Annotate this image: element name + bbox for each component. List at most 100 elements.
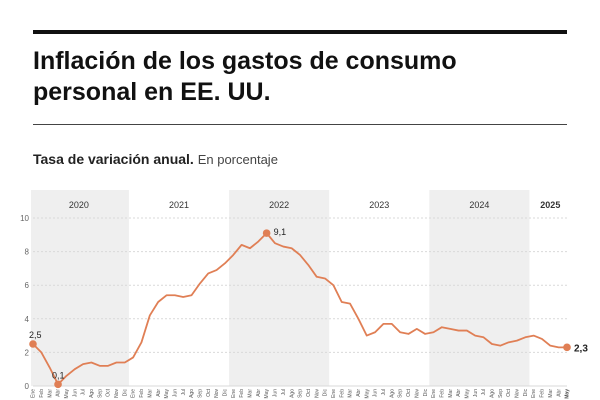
month-label: Dic (523, 389, 529, 397)
year-labels: 2020 2021 2022 2023 2024 2025 (69, 200, 560, 210)
month-label: Ene (531, 389, 537, 398)
y-tick-label: 2 (25, 348, 30, 357)
chart-title: Inflación de los gastos de consumo perso… (33, 47, 457, 106)
month-label: May (364, 389, 370, 399)
month-labels: Ene Feb Mar Abr May Jun Jul Ago Sep Oct Nov Dic Ene F… (31, 388, 571, 398)
month-label: Mar (47, 389, 53, 398)
month-label: Ene (131, 389, 137, 398)
year-label-2022: 2022 (269, 200, 289, 210)
month-label: Dic (323, 389, 329, 397)
series-inflation (32, 232, 568, 386)
month-label: Mar (248, 389, 254, 398)
month-label: Jul (181, 389, 187, 395)
month-label: Jun (473, 389, 479, 397)
month-label: Nov (214, 389, 220, 398)
month-label: Jun (72, 389, 78, 397)
month-label: Jul (381, 389, 387, 395)
chart-subtitle: Tasa de variación anual. En porcentaje (33, 150, 278, 169)
month-label: Jun (273, 389, 279, 397)
month-label: Feb (339, 389, 345, 398)
month-label: Ene (431, 389, 437, 398)
month-label: Nov (515, 389, 521, 398)
month-label: Abr (156, 389, 162, 397)
y-tick-label: 4 (25, 315, 30, 324)
data-label: 2,5 (29, 330, 42, 340)
month-label: Dic (122, 389, 128, 397)
month-label: Jul (481, 389, 487, 395)
month-label: Sep (197, 389, 203, 398)
month-label: Oct (106, 388, 112, 396)
month-label: Ene (331, 389, 337, 398)
month-label: Mar (448, 389, 454, 398)
year-label-2020: 2020 (69, 200, 89, 210)
year-label-2021: 2021 (169, 200, 189, 210)
month-label: Ago (289, 389, 295, 398)
month-label: Sep (298, 389, 304, 398)
month-label: Nov (114, 389, 120, 398)
y-tick-label: 6 (25, 281, 30, 290)
y-tick-label: 10 (20, 214, 29, 223)
month-label: Oct (306, 388, 312, 396)
subtitle-unit: En porcentaje (197, 152, 278, 167)
month-label: Dic (223, 389, 229, 397)
data-point (54, 380, 62, 389)
year-band-2024 (429, 190, 530, 386)
y-tick-label: 8 (25, 248, 30, 257)
y-axis: 0 2 4 6 8 10 (20, 214, 29, 391)
data-label: 2,3 (574, 343, 588, 354)
data-point (29, 340, 37, 348)
month-label: Feb (39, 389, 45, 398)
data-label: 9,1 (274, 227, 287, 237)
series-line (32, 232, 568, 386)
month-label: Sep (97, 389, 103, 398)
month-label: Jun (172, 389, 178, 397)
month-label: Abr (556, 389, 562, 397)
year-label-2024: 2024 (469, 200, 489, 210)
subtitle-strong: Tasa de variación anual. (33, 151, 194, 167)
month-label: Ago (89, 389, 95, 398)
month-label: May (264, 389, 270, 399)
month-label: Nov (314, 389, 320, 398)
top-rule (33, 30, 567, 34)
month-label: Ene (231, 389, 237, 398)
month-label: Abr (456, 389, 462, 397)
title-rule (33, 124, 567, 125)
year-label-2023: 2023 (369, 200, 389, 210)
month-label: May (565, 389, 571, 399)
month-label: Abr (56, 389, 62, 397)
month-label: Jun (373, 389, 379, 397)
month-label: May (164, 389, 170, 399)
month-label: Oct (506, 388, 512, 396)
data-point (563, 343, 571, 352)
annotated-points: 2,5 0,1 9,1 2,3 (29, 227, 588, 389)
grid-lines (33, 217, 567, 387)
month-label: Feb (239, 389, 245, 398)
month-label: Feb (540, 389, 546, 398)
month-label: Ago (389, 389, 395, 398)
month-label: Abr (356, 389, 362, 397)
month-label: May (64, 389, 70, 399)
month-label: Ene (31, 389, 37, 398)
month-label: Oct (206, 388, 212, 396)
year-label-2025: 2025 (540, 200, 560, 210)
month-label: Sep (498, 389, 504, 398)
month-label: Jul (81, 389, 87, 395)
month-label: Abr (256, 389, 262, 397)
month-label: Ago (189, 389, 195, 398)
month-label: Nov (414, 389, 420, 398)
year-band-2022 (229, 190, 330, 386)
month-label: Sep (398, 389, 404, 398)
month-label: Ago (490, 389, 496, 398)
month-label: Dic (423, 389, 429, 397)
month-label: Mar (548, 389, 554, 398)
month-label: Jul (281, 389, 287, 395)
month-label: Oct (406, 388, 412, 396)
month-label: Mar (348, 389, 354, 398)
month-label: May (464, 389, 470, 399)
month-label: Mar (147, 389, 153, 398)
data-point (262, 229, 271, 237)
year-band-2020 (31, 190, 129, 386)
month-label: Feb (439, 389, 445, 398)
month-label: Feb (139, 389, 145, 398)
data-label: 0,1 (52, 370, 65, 380)
